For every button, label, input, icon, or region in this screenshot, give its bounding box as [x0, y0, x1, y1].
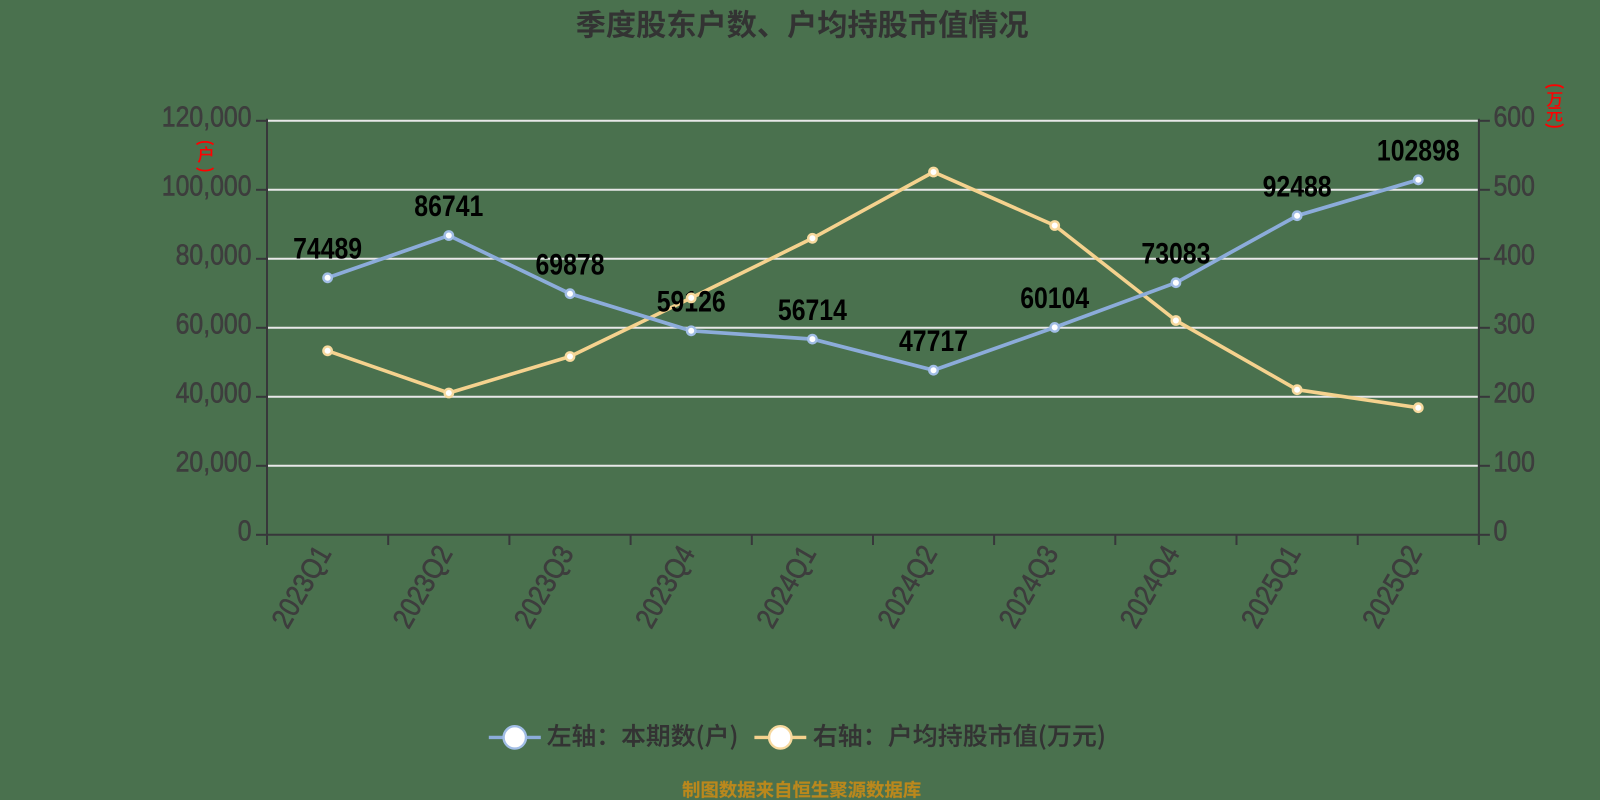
svg-text:20,000: 20,000	[176, 447, 252, 479]
svg-text:73083: 73083	[1141, 237, 1210, 270]
svg-text:100,000: 100,000	[162, 171, 252, 203]
svg-text:40,000: 40,000	[176, 378, 252, 410]
svg-text:80,000: 80,000	[176, 240, 252, 272]
svg-text:74489: 74489	[293, 233, 362, 266]
svg-text:102898: 102898	[1377, 135, 1460, 168]
svg-text:86741: 86741	[414, 190, 483, 223]
svg-text:500: 500	[1494, 171, 1535, 203]
svg-text:200: 200	[1494, 378, 1535, 410]
svg-text:60104: 60104	[1020, 282, 1089, 315]
svg-text:300: 300	[1494, 309, 1535, 341]
svg-text:47717: 47717	[899, 325, 968, 358]
svg-text:60,000: 60,000	[176, 309, 252, 341]
svg-text:56714: 56714	[778, 294, 847, 327]
svg-text:92488: 92488	[1263, 170, 1332, 203]
svg-text:600: 600	[1494, 102, 1535, 134]
svg-text:120,000: 120,000	[162, 102, 252, 134]
svg-text:400: 400	[1494, 240, 1535, 272]
svg-text:0: 0	[1494, 516, 1508, 548]
svg-text:0: 0	[238, 516, 252, 548]
svg-text:100: 100	[1494, 447, 1535, 479]
svg-text:69878: 69878	[536, 248, 605, 281]
